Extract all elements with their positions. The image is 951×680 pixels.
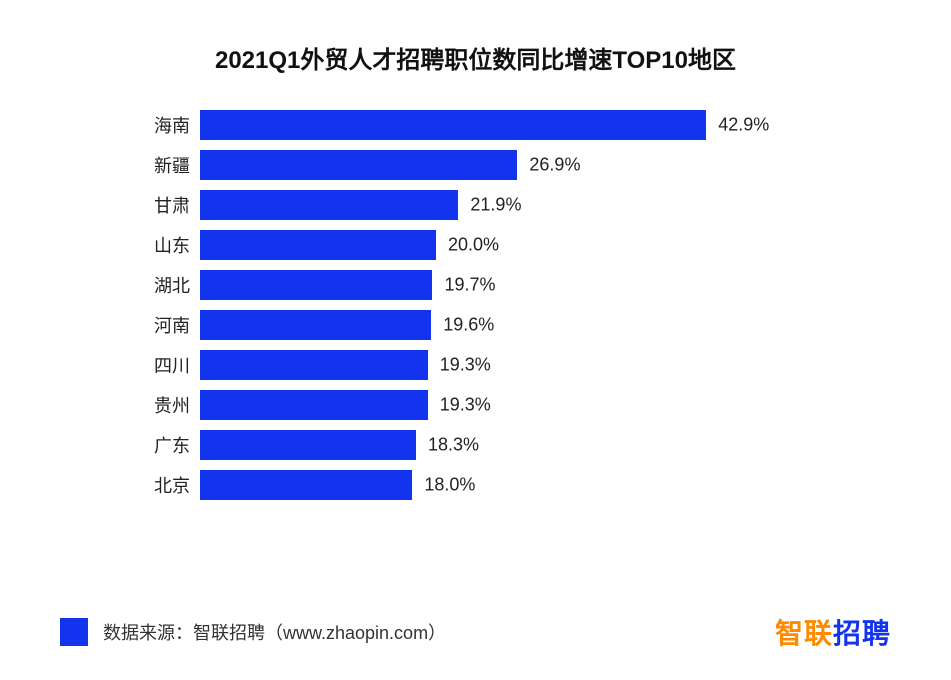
bar-row: 湖北19.7% (200, 270, 731, 300)
category-label: 湖北 (130, 272, 190, 298)
chart-container: 2021Q1外贸人才招聘职位数同比增速TOP10地区 海南42.9%新疆26.9… (0, 0, 951, 680)
bar-track: 26.9% (200, 150, 731, 180)
chart-plot-area: 海南42.9% 新疆26.9% 甘肃21.9% 山东20.0% 湖北19.7% 河南19.… (200, 110, 731, 500)
value-label: 20.0% (448, 235, 499, 256)
bar-row: 新疆26.9% (200, 150, 731, 180)
bar-track: 20.0% (200, 230, 731, 260)
category-label: 北京 (130, 472, 190, 498)
bar-track: 18.3% (200, 430, 731, 460)
bar (200, 150, 517, 180)
bar-track: 19.3% (200, 390, 731, 420)
value-label: 19.6% (443, 315, 494, 336)
bar-row: 四川19.3% (200, 350, 731, 380)
value-label: 19.7% (444, 275, 495, 296)
value-label: 19.3% (440, 355, 491, 376)
bar-track: 42.9% (200, 110, 731, 140)
source-wrap: 数据来源：智联招聘（www.zhaopin.com） (60, 618, 446, 646)
brand-text-b: 招聘 (833, 618, 891, 649)
category-label: 新疆 (130, 152, 190, 178)
legend-square (60, 618, 88, 646)
bar-row: 海南42.9% (200, 110, 731, 140)
value-label: 19.3% (440, 395, 491, 416)
bar (200, 230, 436, 260)
bar (200, 110, 706, 140)
value-label: 18.0% (424, 475, 475, 496)
category-label: 广东 (130, 432, 190, 458)
bar (200, 430, 416, 460)
bar (200, 190, 458, 220)
category-label: 河南 (130, 312, 190, 338)
bar-row: 河南19.6% (200, 310, 731, 340)
category-label: 海南 (130, 112, 190, 138)
chart-footer: 数据来源：智联招聘（www.zhaopin.com） 智联招聘 (60, 612, 891, 652)
source-text: 数据来源：智联招聘（www.zhaopin.com） (103, 619, 446, 645)
bar (200, 310, 431, 340)
bar (200, 470, 412, 500)
bar (200, 350, 428, 380)
bar-track: 21.9% (200, 190, 731, 220)
category-label: 甘肃 (130, 192, 190, 218)
bar-track: 19.7% (200, 270, 731, 300)
chart-title: 2021Q1外贸人才招聘职位数同比增速TOP10地区 (60, 40, 891, 75)
bar (200, 270, 432, 300)
value-label: 42.9% (718, 115, 769, 136)
bar-track: 19.3% (200, 350, 731, 380)
bar-track: 19.6% (200, 310, 731, 340)
bar (200, 390, 428, 420)
category-label: 山东 (130, 232, 190, 258)
value-label: 18.3% (428, 435, 479, 456)
bar-row: 甘肃21.9% (200, 190, 731, 220)
bar-row: 山东20.0% (200, 230, 731, 260)
bar-row: 广东18.3% (200, 430, 731, 460)
value-label: 26.9% (529, 155, 580, 176)
bar-row: 贵州19.3% (200, 390, 731, 420)
category-label: 贵州 (130, 392, 190, 418)
category-label: 四川 (130, 352, 190, 378)
brand-text-a: 智联 (775, 618, 833, 649)
value-label: 21.9% (470, 195, 521, 216)
bar-row: 北京18.0% (200, 470, 731, 500)
brand-logo: 智联招聘 (775, 612, 891, 652)
bar-track: 18.0% (200, 470, 731, 500)
